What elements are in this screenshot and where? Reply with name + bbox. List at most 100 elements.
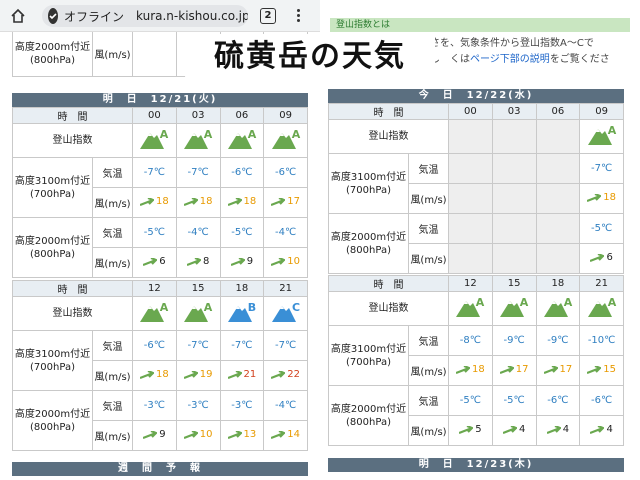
svg-text:A: A	[520, 296, 529, 309]
climb-index-label: 登山指数	[12, 296, 133, 331]
svg-text:C: C	[292, 301, 300, 314]
next-day-header-bar: 明 日 12/23(木)	[328, 458, 624, 472]
climb-index-label: 登山指数	[328, 119, 449, 154]
temp-label: 気温	[408, 325, 449, 356]
more-menu-icon[interactable]	[293, 8, 303, 24]
temp-cell	[491, 153, 537, 184]
climb-index-label: 登山指数	[328, 291, 449, 326]
climb-index-icon: C	[263, 296, 308, 331]
hour-cell: 03	[491, 103, 537, 120]
offline-icon	[48, 8, 58, 24]
temp-cell: -10℃	[579, 325, 624, 356]
home-icon[interactable]	[10, 8, 26, 24]
wind-label: 風(m/s)	[408, 355, 449, 386]
temp-cell: -4℃	[175, 217, 221, 248]
altitude-label: 高度3100m付近 (700hPa)	[12, 157, 93, 218]
wind-cell: 15	[579, 355, 624, 386]
altitude-label: 高度3100m付近 (700hPa)	[12, 330, 93, 391]
temp-cell: -9℃	[491, 325, 537, 356]
forecast-table-today-pm: 時 間 12 15 18 21 登山指数 A A A A 高度3100m付近 (700hPa) 気温 -8…	[328, 275, 624, 446]
wind-cell: 17	[535, 355, 581, 386]
climb-index-icon: A	[132, 296, 177, 331]
temp-cell: -3℃	[219, 390, 265, 421]
wind-cell	[491, 243, 537, 274]
temp-label: 気温	[92, 330, 133, 361]
tab-switcher-button[interactable]: 2	[260, 8, 276, 24]
climb-index-icon: B	[219, 296, 265, 331]
wind-cell: 18	[175, 187, 221, 218]
hour-cell: 06	[219, 107, 265, 124]
temp-cell: -7℃	[175, 157, 221, 188]
temp-cell: -4℃	[263, 390, 308, 421]
hour-cell: 15	[175, 280, 221, 297]
wind-cell	[535, 243, 581, 274]
temp-cell: -7℃	[263, 330, 308, 361]
wind-cell	[448, 243, 493, 274]
climb-index-icon: A	[448, 291, 493, 326]
url-text: kura.n-kishou.co.jp	[136, 9, 248, 23]
svg-text:A: A	[248, 128, 257, 141]
wind-cell: 18	[579, 183, 624, 214]
hour-cell: 15	[491, 275, 537, 292]
temp-cell: -6℃	[579, 385, 624, 416]
wind-cell: 9	[132, 420, 177, 451]
hour-cell: 06	[535, 103, 581, 120]
svg-text:A: A	[291, 128, 300, 141]
wind-cell: 6	[579, 243, 624, 274]
wind-cell: 18	[219, 187, 265, 218]
climb-index-icon: A	[263, 123, 308, 158]
climb-index-icon	[491, 119, 537, 154]
altitude-label: 高度2000m付近 (800hPa)	[328, 385, 409, 446]
svg-text:A: A	[564, 296, 573, 309]
time-label: 時 間	[328, 275, 449, 292]
climb-index-icon: A	[579, 291, 624, 326]
browser-toolbar: オフライン kura.n-kishou.co.jp 2	[0, 0, 320, 32]
wind-cell: 14	[263, 420, 308, 451]
temp-cell: -6℃	[219, 157, 265, 188]
temp-cell	[535, 213, 581, 244]
climb-index-icon	[448, 119, 493, 154]
altitude-label: 高度2000m付近 (800hPa)	[12, 217, 93, 278]
temp-cell: -5℃	[491, 385, 537, 416]
explanation-link[interactable]: ページ下部の説明	[470, 54, 550, 65]
wind-label: 風(m/s)	[92, 247, 133, 278]
left-screenshot: オフライン kura.n-kishou.co.jp 2 高度2000m付近 (80…	[0, 0, 320, 476]
wind-cell: 4	[579, 415, 624, 446]
hour-cell: 18	[219, 280, 265, 297]
svg-text:A: A	[204, 301, 213, 314]
section-heading: 登山指数とは	[330, 18, 630, 32]
wind-cell: 10	[263, 247, 308, 278]
hour-cell: 09	[579, 103, 624, 120]
wind-label: 風(m/s)	[408, 243, 449, 274]
climb-index-icon: A	[175, 296, 221, 331]
temp-cell	[448, 213, 493, 244]
wind-cell: 4	[491, 415, 537, 446]
wind-cell	[448, 183, 493, 214]
altitude-label: 高度2000m付近 (800hPa)	[12, 32, 93, 77]
temp-cell: -7℃	[579, 153, 624, 184]
temp-cell: -6℃	[535, 385, 581, 416]
hour-cell: 00	[448, 103, 493, 120]
address-bar[interactable]: オフライン kura.n-kishou.co.jp	[42, 5, 248, 27]
svg-text:A: A	[476, 296, 485, 309]
mountain-title-banner: 硫黄岳の天気	[185, 34, 435, 80]
svg-text:A: A	[607, 296, 616, 309]
temp-cell: -7℃	[132, 157, 177, 188]
offline-label: オフライン	[64, 9, 125, 24]
hour-cell: 03	[175, 107, 221, 124]
climb-index-icon: A	[535, 291, 581, 326]
temp-cell: -5℃	[448, 385, 493, 416]
forecast-table-tomorrow-am: 時 間 00 03 06 09 登山指数 A A A A 高度3100m付近 (700hPa) 気温 -7…	[12, 107, 308, 278]
wind-label: 風(m/s)	[92, 187, 133, 218]
wind-cell: 21	[219, 360, 265, 391]
altitude-label: 高度2000m付近 (800hPa)	[328, 213, 409, 274]
hour-cell: 12	[448, 275, 493, 292]
climb-index-icon: A	[491, 291, 537, 326]
temp-cell: -5℃	[219, 217, 265, 248]
wind-cell: 6	[132, 247, 177, 278]
hour-cell: 12	[132, 280, 177, 297]
wind-cell: 10	[175, 420, 221, 451]
hour-cell: 21	[263, 280, 308, 297]
temp-label: 気温	[408, 153, 449, 184]
temp-label: 気温	[92, 157, 133, 188]
